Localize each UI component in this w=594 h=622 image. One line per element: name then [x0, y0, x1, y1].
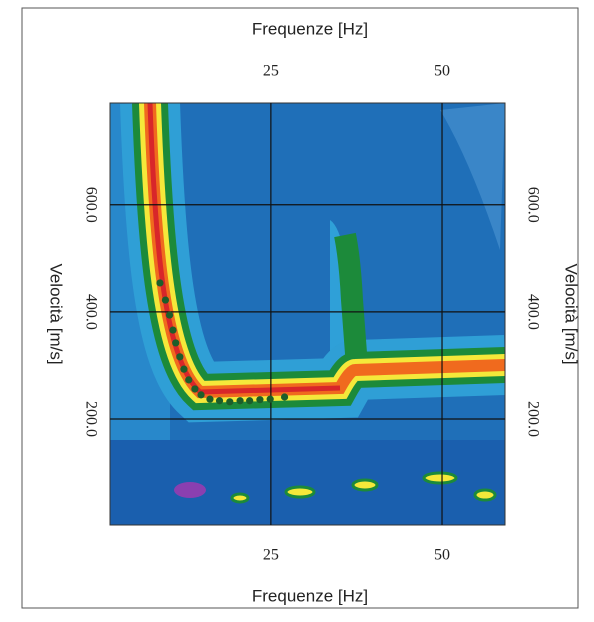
picked-point: [165, 311, 174, 319]
picked-point: [206, 395, 214, 403]
picked-point: [197, 391, 205, 399]
y-tick-label: 400.0: [524, 294, 541, 330]
y-tick-label: 400.0: [82, 294, 99, 330]
picked-point: [256, 396, 264, 404]
picked-point: [176, 353, 184, 361]
y-axis-title-left: Velocità [m/s]: [47, 263, 66, 364]
picked-point: [226, 398, 234, 406]
x-tick-label: 25: [263, 547, 279, 564]
x-axis-title-bottom: Frequenze [Hz]: [252, 586, 368, 605]
x-tick-label: 50: [434, 547, 450, 564]
picked-point: [180, 365, 188, 373]
picked-point: [280, 393, 289, 401]
x-tick-label: 25: [263, 63, 279, 80]
picked-point: [156, 279, 164, 287]
picked-point: [236, 397, 244, 405]
dispersion-image: [110, 103, 505, 525]
y-tick-label: 600.0: [82, 187, 99, 223]
picked-point: [169, 326, 177, 334]
picked-point: [266, 395, 274, 403]
y-tick-label: 600.0: [524, 187, 541, 223]
y-tick-label: 200.0: [82, 401, 99, 437]
x-axis-title-top: Frequenze [Hz]: [252, 19, 368, 38]
picked-point: [185, 376, 193, 384]
y-tick-label: 200.0: [524, 401, 541, 437]
x-tick-label: 50: [434, 63, 450, 80]
picked-point: [161, 296, 170, 304]
picked-point: [191, 385, 199, 393]
picked-point: [246, 397, 254, 405]
picked-point: [215, 397, 224, 405]
plot-border: [109, 102, 506, 526]
y-axis-title-right: Velocità [m/s]: [562, 263, 581, 364]
picked-point: [172, 339, 180, 347]
